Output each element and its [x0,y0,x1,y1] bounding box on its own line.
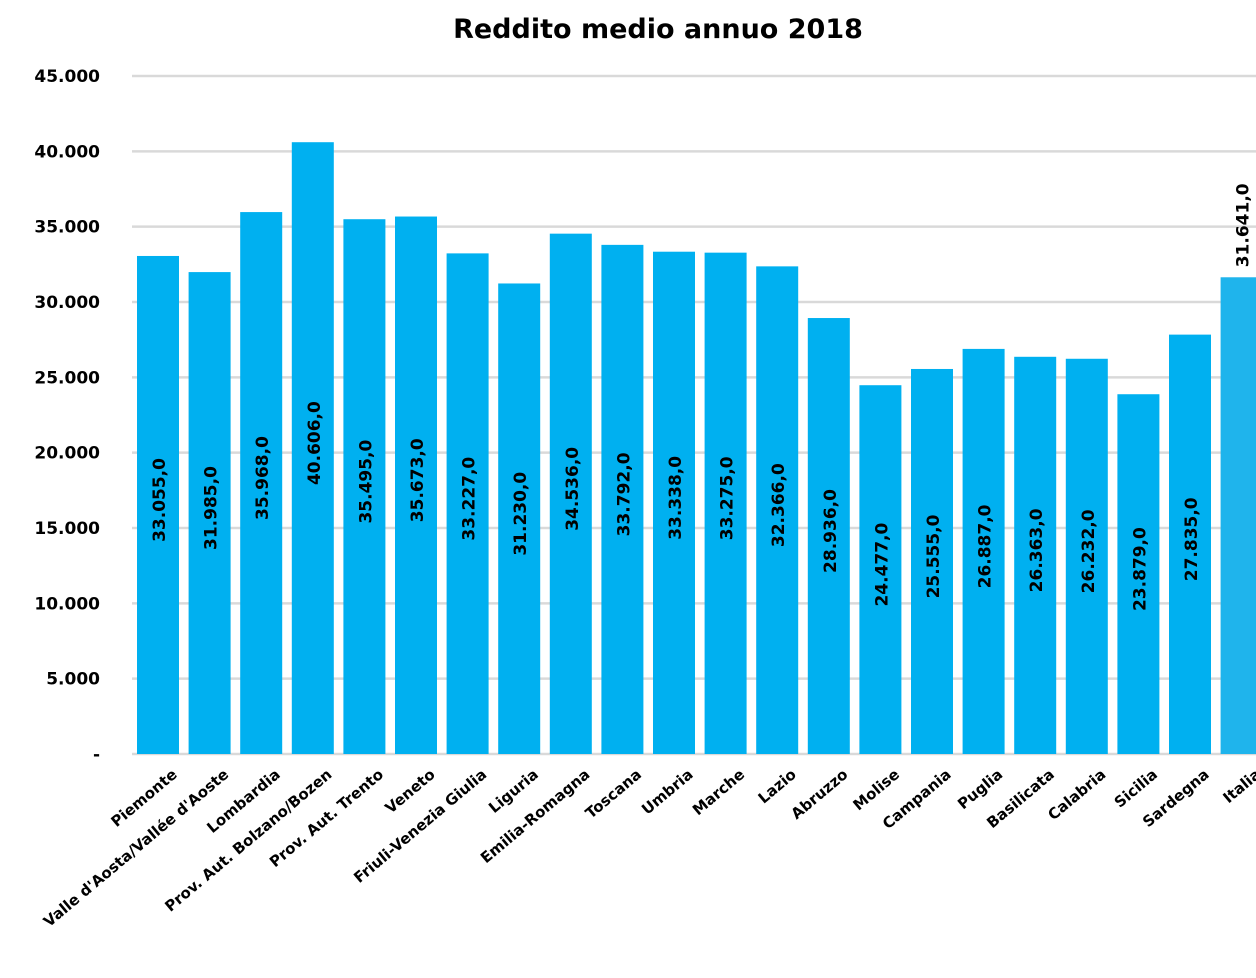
chart-title: Reddito medio annuo 2018 [453,14,863,45]
data-label: 26.363,0 [1027,508,1047,592]
data-label: 35.968,0 [253,436,273,520]
bar [1014,356,1057,754]
y-tick-label: - [93,745,100,765]
bar [601,244,644,755]
y-tick-label: 15.000 [34,519,100,539]
x-tick-label: Italia [1219,765,1256,807]
data-label: 33.055,0 [150,458,170,542]
x-tick-label: Marche [689,765,748,819]
data-label: 32.366,0 [769,463,789,547]
y-tick-label: 35.000 [34,218,100,238]
bar [446,253,489,754]
data-label: 33.338,0 [666,456,686,540]
y-tick-label: 10.000 [34,594,100,614]
data-label: 35.495,0 [356,439,376,523]
bar [911,368,953,754]
data-label: 31.230,0 [511,472,531,556]
bar [188,272,231,754]
y-tick-label: 45.000 [34,67,100,87]
data-labels: 33.055,0 31.985,0 35.968,0 40.606,0 35.495,0… [150,183,1254,611]
x-tick-label: Valle d'Aosta/Vallée d'Aoste [40,765,232,930]
data-label: 34.536,0 [563,447,583,531]
data-label: 26.232,0 [1079,509,1099,593]
y-tick-label: 40.000 [34,142,100,162]
x-tick-label: Umbria [638,765,696,818]
bar [498,283,541,754]
bar [291,142,334,754]
bar [756,266,799,754]
bar [859,385,902,754]
bar [962,348,1005,754]
data-label: 26.887,0 [976,504,996,588]
data-label: 23.879,0 [1130,527,1150,611]
x-tick-label: Lazio [755,765,800,807]
x-tick-label: Toscana [582,765,645,822]
bar [1169,334,1211,754]
bar [1065,358,1108,754]
bars [137,142,1256,755]
bar [343,219,386,754]
x-tick-label: Calabria [1044,765,1109,824]
bar [653,251,695,755]
bar [240,212,283,754]
y-tick-label: 25.000 [34,368,100,388]
x-tick-label: Abruzzo [788,765,852,823]
data-label: 33.275,0 [718,456,738,540]
data-label: 33.792,0 [614,452,634,536]
bar [1117,394,1160,754]
data-label: 27.835,0 [1182,497,1202,581]
bar [704,252,747,754]
bar [549,233,592,754]
bar [807,318,850,754]
data-label: 35.673,0 [408,438,428,522]
y-tick-label: 30.000 [34,293,100,313]
bar [395,216,437,754]
data-label: 25.555,0 [924,514,944,598]
bar [1220,277,1256,754]
data-label: 28.936,0 [821,489,841,573]
y-tick-label: 5.000 [46,670,100,690]
data-label: 40.606,0 [305,401,325,485]
data-label: 31.641,0 [1234,183,1254,267]
bar [137,255,179,755]
y-tick-label: 20.000 [34,444,100,464]
data-label: 31.985,0 [202,466,222,550]
data-label: 33.227,0 [460,457,480,541]
y-axis-tick-labels: - 5.000 10.000 15.000 20.000 25.000 30.000 35.0… [34,67,100,765]
data-label: 24.477,0 [872,522,892,606]
